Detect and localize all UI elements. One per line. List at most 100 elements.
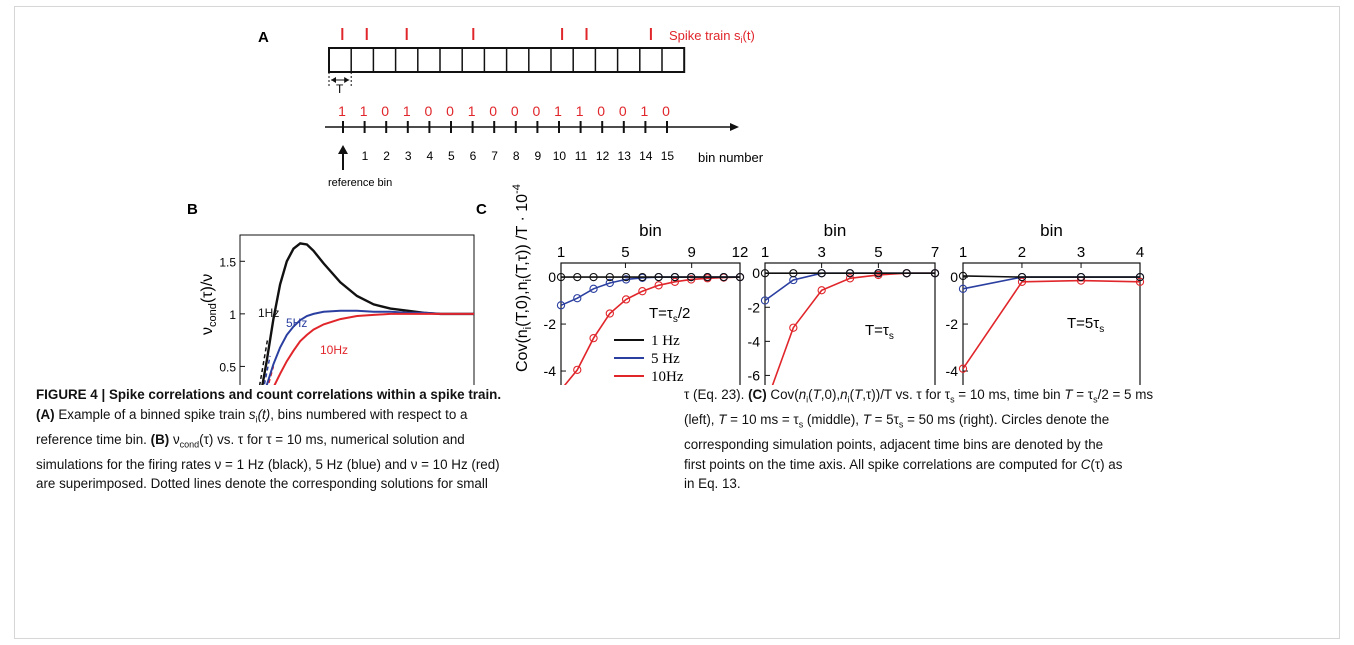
caption-text: ( bbox=[849, 387, 855, 402]
data-point bbox=[589, 284, 598, 293]
bin-number: 3 bbox=[405, 149, 412, 163]
bin-number: 6 bbox=[470, 149, 477, 163]
bin-value: 1 bbox=[468, 103, 476, 119]
data-point bbox=[1135, 272, 1145, 282]
caption-ref-a: (A) bbox=[36, 406, 55, 422]
caption-text: (t) bbox=[257, 406, 271, 422]
data-point bbox=[687, 272, 696, 282]
y-tick-label: -2 bbox=[946, 316, 959, 332]
bin-value: 1 bbox=[403, 103, 411, 119]
data-point bbox=[760, 296, 770, 305]
panel-c-charts: bin1591252545600-2-4-6τ [ms]T=τs/2bin135… bbox=[544, 221, 1145, 385]
caption-text: T bbox=[854, 387, 863, 402]
caption-text: (τ) vs. τ for τ = 10 ms, numerical solut… bbox=[199, 431, 465, 447]
caption-text: are superimposed. Dotted lines denote th… bbox=[36, 476, 488, 492]
data-point bbox=[874, 269, 883, 278]
caption-text: i bbox=[255, 414, 258, 425]
subplot-frame bbox=[962, 262, 1141, 385]
bin-value: 1 bbox=[338, 103, 346, 119]
panel-b-ylabel: νcond(τ)/ν bbox=[199, 274, 219, 335]
series-line bbox=[560, 276, 740, 307]
data-point bbox=[817, 286, 826, 295]
bin-number: 4 bbox=[426, 149, 433, 163]
data-point bbox=[1017, 277, 1027, 286]
y-tick-label: 0 bbox=[548, 269, 556, 285]
series-line bbox=[962, 279, 1141, 370]
data-point bbox=[573, 365, 582, 375]
bin-number: 9 bbox=[534, 149, 541, 163]
data-point bbox=[789, 323, 798, 332]
top-tick-label: 12 bbox=[732, 244, 749, 261]
caption-text: = 10 ms, time bin bbox=[954, 387, 1065, 402]
caption-text: in Eq. 13. bbox=[684, 476, 741, 492]
curve-label: 10Hz bbox=[320, 343, 348, 357]
caption-text: n bbox=[798, 387, 807, 402]
caption-ref-c: (C) bbox=[748, 387, 767, 402]
y-tick-label: 0.5 bbox=[219, 360, 236, 374]
caption-text: T bbox=[812, 387, 821, 402]
caption-text: reference time bin. bbox=[36, 431, 151, 447]
figure-frame bbox=[14, 6, 1340, 639]
data-point bbox=[638, 272, 647, 282]
caption-text: /2 = 5 ms bbox=[1097, 387, 1154, 402]
legend-label: 5 Hz bbox=[651, 351, 680, 367]
data-point bbox=[605, 278, 614, 288]
panel-c-label: C bbox=[476, 201, 487, 218]
series-line bbox=[962, 276, 1140, 290]
data-point bbox=[589, 334, 598, 343]
data-point bbox=[670, 277, 680, 286]
panel-a-diagram: 1 1 0 1 0 0 1 0 0 0 1 1 0 0 1 01 2 3 4 5 6 7 8 9 10 11 12 13 14 15 bbox=[325, 28, 739, 170]
caption-text: Example of a binned spike train bbox=[54, 406, 249, 422]
y-tick-label: 0 bbox=[752, 265, 760, 281]
y-tick-label: 1 bbox=[229, 308, 236, 322]
caption-text: cond bbox=[179, 439, 200, 450]
top-tick-label: 3 bbox=[817, 244, 825, 261]
data-point bbox=[573, 294, 582, 303]
top-tick-label: 1 bbox=[557, 244, 565, 261]
subplot-frame bbox=[764, 262, 936, 385]
caption-text: , bins numbered with respect to a bbox=[270, 406, 468, 422]
caption-text: C bbox=[1080, 456, 1091, 472]
bin-value: 0 bbox=[597, 103, 605, 119]
bin-value: 0 bbox=[489, 103, 497, 119]
top-tick-label: 2 bbox=[1018, 244, 1026, 261]
curve-label: 1Hz bbox=[258, 306, 279, 320]
caption-text: = τ bbox=[1072, 387, 1094, 402]
data-point bbox=[654, 281, 663, 290]
data-point bbox=[605, 309, 614, 318]
bin-value: 1 bbox=[360, 103, 368, 119]
bin-number: 2 bbox=[383, 149, 390, 163]
data-point bbox=[735, 272, 745, 282]
bin-axis-arrowhead bbox=[730, 123, 739, 131]
caption-text: n bbox=[840, 387, 848, 402]
caption-text: τ (Eq. 23). bbox=[684, 387, 749, 402]
panel-c-ylabel: Cov(ni(T,0),ni(T,τ)) /T · 10-4 bbox=[511, 184, 534, 372]
data-point bbox=[845, 274, 855, 283]
data-point bbox=[703, 272, 712, 282]
data-point bbox=[621, 272, 631, 282]
data-point bbox=[687, 275, 696, 284]
top-tick-label: 5 bbox=[874, 244, 882, 261]
subplot-annotation: T=τs bbox=[865, 322, 894, 342]
caption-text: ν bbox=[169, 431, 180, 447]
bin-value: 0 bbox=[446, 103, 454, 119]
data-point bbox=[638, 287, 647, 296]
caption-text: = 10 ms = τ bbox=[726, 412, 799, 428]
legend-label: 1 Hz bbox=[651, 333, 680, 349]
caption-text: s bbox=[950, 394, 955, 405]
y-tick-label: -4 bbox=[748, 333, 761, 349]
data-point bbox=[958, 271, 968, 281]
caption-text: ,τ))/T vs. τ for τ bbox=[862, 387, 951, 402]
caption-text: T bbox=[862, 412, 871, 428]
caption-text: simulations for the firing rates ν = 1 H… bbox=[36, 456, 500, 472]
bin-number: 8 bbox=[513, 149, 520, 163]
bin-number: 7 bbox=[491, 149, 498, 163]
caption-text: s bbox=[1093, 394, 1098, 405]
data-point bbox=[556, 272, 566, 282]
caption-text: T bbox=[718, 412, 727, 428]
panel-a-label: A bbox=[258, 29, 269, 46]
caption-right-column: τ (Eq. 23). (C) Cov(ni(T,0),ni(T,τ))/T v… bbox=[684, 385, 1316, 494]
bin-number: 10 bbox=[553, 149, 567, 163]
caption-text: corresponding simulation points, adjacen… bbox=[684, 437, 1104, 453]
caption-text: i bbox=[806, 394, 809, 405]
